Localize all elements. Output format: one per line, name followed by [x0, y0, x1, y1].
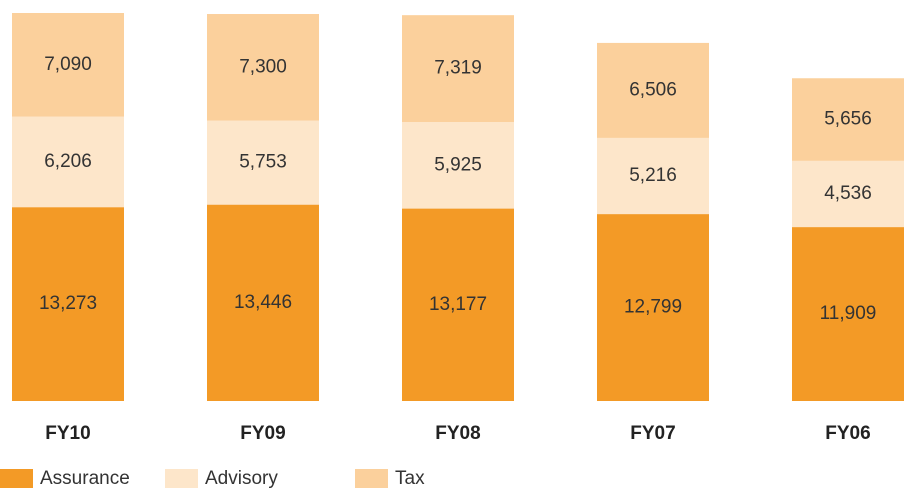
bar-segment — [402, 122, 514, 209]
bar-segment — [597, 42, 709, 138]
x-tick-label: FY10 — [45, 423, 90, 444]
bar-segment — [402, 15, 514, 123]
legend-swatch — [0, 469, 33, 488]
bar-segment — [12, 207, 124, 401]
bar-segment — [402, 208, 514, 401]
legend-swatch — [165, 469, 198, 488]
data-label: 12,799 — [624, 297, 682, 318]
data-label: 7,090 — [44, 54, 92, 75]
bar-segment — [597, 214, 709, 401]
bar-segment — [207, 204, 319, 401]
x-tick-label: FY07 — [630, 423, 675, 444]
data-label: 5,216 — [629, 165, 677, 186]
legend-label: Assurance — [40, 468, 130, 488]
data-label: 5,925 — [434, 154, 482, 175]
data-label: 5,656 — [824, 109, 872, 130]
legend-swatch — [355, 469, 388, 488]
data-label: 11,909 — [820, 303, 877, 324]
legend-label: Advisory — [205, 468, 278, 488]
x-tick-label: FY08 — [435, 423, 480, 444]
bar-segment — [792, 160, 904, 228]
data-label: 7,300 — [239, 56, 287, 77]
bar-segment — [207, 120, 319, 205]
x-tick-label: FY06 — [825, 423, 870, 444]
data-label: 7,319 — [434, 58, 482, 79]
legend-label: Tax — [395, 468, 425, 488]
data-label: 6,206 — [44, 151, 92, 172]
bar-segment — [792, 78, 904, 161]
bar-segment — [597, 137, 709, 215]
bar-segment — [792, 227, 904, 401]
x-tick-label: FY09 — [240, 423, 285, 444]
data-label: 13,177 — [429, 294, 487, 315]
data-label: 4,536 — [824, 183, 872, 204]
bar-segment — [12, 13, 124, 117]
bar-segment — [207, 14, 319, 121]
data-label: 13,446 — [234, 292, 292, 313]
bar-segment — [12, 116, 124, 208]
data-label: 13,273 — [39, 293, 97, 314]
data-label: 5,753 — [239, 152, 287, 173]
data-label: 6,506 — [629, 79, 677, 100]
